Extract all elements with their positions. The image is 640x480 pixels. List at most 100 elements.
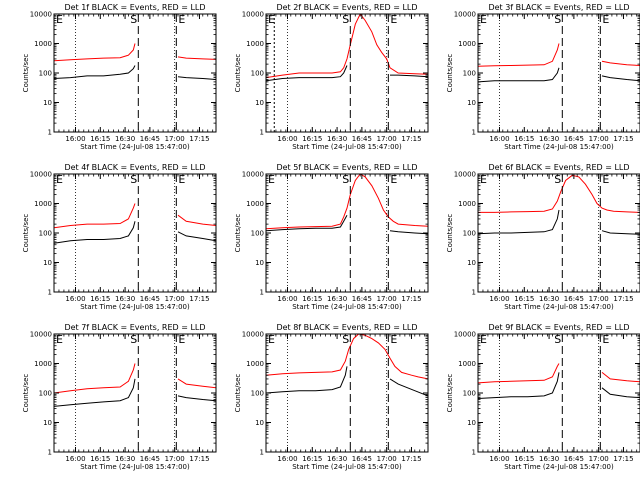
y-tick-label: 1 [260, 289, 264, 297]
series-lld-line [54, 203, 216, 229]
y-tick-label: 1 [472, 129, 476, 137]
x-tick-label: 16:45 [352, 295, 372, 303]
x-tick-label: 16:30 [115, 455, 135, 463]
marker-label-s: S [554, 333, 561, 346]
marker-label-e: E [390, 13, 397, 26]
y-tick-label: 100 [463, 230, 476, 238]
marker-label-s: S [342, 13, 349, 26]
y-tick-label: 1 [48, 449, 52, 457]
y-axis-title: Counts/sec [234, 374, 242, 413]
x-tick-label: 16:00 [65, 455, 85, 463]
y-axis-title: Counts/sec [22, 54, 30, 93]
plot-frame [265, 333, 429, 453]
plot-frame [477, 333, 640, 453]
y-tick-label: 10000 [454, 171, 476, 179]
panel-title: Det 1f BLACK = Events, RED = LLD [64, 3, 205, 12]
series-lld-line [54, 43, 216, 62]
x-tick-label: 16:00 [277, 455, 297, 463]
y-axis-title: Counts/sec [446, 54, 454, 93]
plot-frame [53, 13, 217, 133]
x-tick-label: 17:15 [189, 295, 209, 303]
marker-label-e: E [602, 173, 609, 186]
y-axis-title: Counts/sec [234, 214, 242, 253]
y-tick-label: 1000 [34, 200, 52, 208]
panel-title: Det 2f BLACK = Events, RED = LLD [276, 3, 417, 12]
y-tick-label: 1000 [246, 360, 264, 368]
y-tick-label: 10 [255, 419, 264, 427]
plot-frame [53, 173, 217, 293]
x-tick-label: 17:15 [613, 455, 633, 463]
marker-label-e: E [268, 13, 275, 26]
x-tick-label: 17:15 [613, 295, 633, 303]
y-tick-label: 10000 [30, 11, 52, 19]
x-tick-label: 16:15 [514, 295, 534, 303]
x-tick-label: 17:15 [401, 455, 421, 463]
series-events-line [54, 221, 216, 244]
y-tick-label: 1000 [246, 40, 264, 48]
x-tick-label: 16:00 [65, 135, 85, 143]
y-tick-label: 1000 [458, 360, 476, 368]
x-tick-label: 16:15 [90, 135, 110, 143]
marker-label-e: E [56, 13, 63, 26]
y-tick-label: 10 [255, 259, 264, 267]
x-tick-label: 17:00 [589, 135, 609, 143]
marker-label-s: S [130, 333, 137, 346]
y-tick-label: 100 [39, 390, 52, 398]
x-tick-label: 16:45 [352, 135, 372, 143]
y-axis-title: Counts/sec [446, 374, 454, 413]
x-tick-label: 17:00 [165, 295, 185, 303]
x-tick-label: 16:45 [140, 135, 160, 143]
marker-label-s: S [342, 173, 349, 186]
marker-label-s: S [554, 13, 561, 26]
x-axis-title: Start Time (24-Jul-08 15:47:00) [292, 463, 402, 471]
y-tick-label: 100 [463, 70, 476, 78]
x-tick-label: 16:15 [302, 135, 322, 143]
panel-title: Det 4f BLACK = Events, RED = LLD [64, 163, 205, 172]
panel-title: Det 7f BLACK = Events, RED = LLD [64, 323, 205, 332]
x-axis-title: Start Time (24-Jul-08 15:47:00) [292, 303, 402, 311]
x-axis-title: Start Time (24-Jul-08 15:47:00) [80, 463, 190, 471]
x-axis-title: Start Time (24-Jul-08 15:47:00) [504, 143, 614, 151]
y-tick-label: 10000 [242, 171, 264, 179]
x-tick-label: 17:00 [377, 135, 397, 143]
y-tick-label: 1000 [34, 360, 52, 368]
y-tick-label: 10000 [242, 331, 264, 339]
y-tick-label: 1000 [246, 200, 264, 208]
marker-label-s: S [130, 173, 137, 186]
series-events-line [266, 65, 428, 82]
x-axis-title: Start Time (24-Jul-08 15:47:00) [80, 303, 190, 311]
marker-label-e: E [178, 333, 185, 346]
panel-title: Det 9f BLACK = Events, RED = LLD [488, 323, 629, 332]
marker-label-e: E [480, 173, 487, 186]
y-tick-label: 1000 [458, 200, 476, 208]
x-tick-label: 16:15 [90, 455, 110, 463]
plot-frame [53, 333, 217, 453]
x-tick-label: 17:00 [377, 455, 397, 463]
marker-label-s: S [342, 333, 349, 346]
x-tick-label: 17:00 [165, 455, 185, 463]
series-lld-line [478, 43, 640, 67]
y-axis-title: Counts/sec [234, 54, 242, 93]
y-tick-label: 10 [255, 99, 264, 107]
marker-label-e: E [268, 333, 275, 346]
y-tick-label: 1 [260, 449, 264, 457]
y-tick-label: 10000 [454, 331, 476, 339]
x-axis-title: Start Time (24-Jul-08 15:47:00) [292, 143, 402, 151]
x-tick-label: 16:15 [514, 135, 534, 143]
y-tick-label: 10 [467, 259, 476, 267]
series-lld-line [266, 174, 428, 230]
x-tick-label: 17:15 [401, 295, 421, 303]
x-tick-label: 16:45 [140, 295, 160, 303]
x-tick-label: 16:30 [327, 455, 347, 463]
x-axis-title: Start Time (24-Jul-08 15:47:00) [504, 463, 614, 471]
y-tick-label: 1000 [34, 40, 52, 48]
marker-label-e: E [268, 173, 275, 186]
y-tick-label: 100 [251, 70, 264, 78]
x-tick-label: 16:00 [277, 295, 297, 303]
x-axis-title: Start Time (24-Jul-08 15:47:00) [80, 143, 190, 151]
